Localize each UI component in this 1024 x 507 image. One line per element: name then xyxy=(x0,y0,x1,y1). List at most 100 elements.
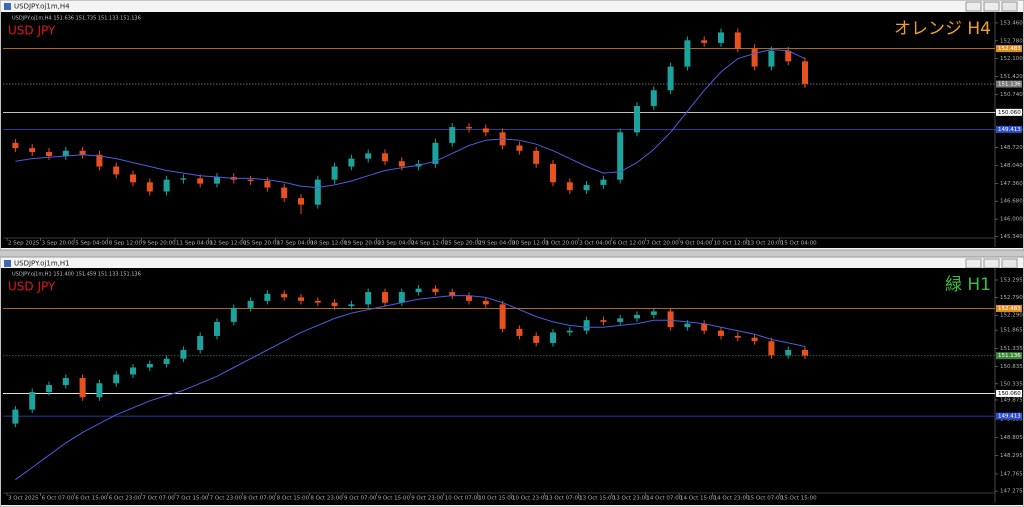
x-tick-label: 30 Sep 12:00 xyxy=(512,241,549,247)
candle-body xyxy=(768,50,775,67)
x-tick-label: 3 Oct 04:00 xyxy=(579,241,612,247)
price-level-box xyxy=(996,108,1022,116)
candle-body xyxy=(600,320,607,322)
candle-body xyxy=(785,349,792,356)
chart-window: USDJPY.oj1m,H1 153.295 152.790 152.290 151.8… xyxy=(0,256,1024,507)
price-level-label: 151.136 xyxy=(998,353,1021,359)
x-tick-label: 7 Oct 07:00 xyxy=(142,496,175,502)
candle-body xyxy=(415,288,422,293)
x-tick-label: 7 Oct 20:00 xyxy=(646,241,679,247)
candle-body xyxy=(365,292,372,305)
candle-body xyxy=(298,198,304,205)
candle-body xyxy=(398,292,405,303)
x-tick-label: 9 Oct 23:00 xyxy=(411,496,444,502)
chart-info: USDJPY.oj1m,H4 151.636 151.735 151.133 1… xyxy=(12,16,141,22)
candle-body xyxy=(180,349,187,359)
x-tick-label: 6 Oct 15:00 xyxy=(75,496,108,502)
candle-body xyxy=(348,304,355,307)
y-tick-label: 150.835 xyxy=(1000,364,1023,370)
window-button[interactable] xyxy=(965,258,982,269)
candle-body xyxy=(146,363,153,368)
x-tick-label: 2 Sep 2025 xyxy=(8,241,40,247)
x-tick-label: 9 Oct 04:00 xyxy=(680,241,713,247)
y-tick-label: 153.295 xyxy=(1000,277,1023,283)
window-icon xyxy=(4,3,11,10)
candle-body xyxy=(583,184,590,191)
candle-body xyxy=(214,321,220,336)
candle-body xyxy=(650,90,657,107)
x-tick-label: 9 Oct 07:00 xyxy=(344,496,377,502)
chart-window: USDJPY.oj1m,H4 153.460 152.780 152.100 151.4… xyxy=(0,0,1024,251)
y-tick-label: 148.040 xyxy=(1000,163,1023,169)
candle-body xyxy=(802,349,808,356)
y-tick-label: 152.100 xyxy=(1000,56,1023,62)
y-tick-label: 150.335 xyxy=(1000,381,1023,387)
symbol-label: USD JPY xyxy=(8,280,56,294)
window-button[interactable] xyxy=(1001,258,1018,269)
window-button[interactable] xyxy=(1001,1,1018,12)
x-tick-label: 17 Sep 04:00 xyxy=(277,241,314,247)
candle-body xyxy=(62,378,69,386)
y-tick-label: 149.875 xyxy=(1000,397,1023,403)
window-button[interactable] xyxy=(983,258,1000,269)
candle-body xyxy=(600,179,607,185)
y-tick-label: 153.460 xyxy=(1000,20,1023,26)
candle-body xyxy=(432,142,439,164)
candle-body xyxy=(12,409,19,424)
candle-body xyxy=(230,307,237,322)
y-tick-label: 145.340 xyxy=(1000,234,1023,240)
window-button[interactable] xyxy=(965,1,982,12)
candle-body xyxy=(516,328,523,336)
window-icon xyxy=(4,260,11,267)
y-tick-label: 152.780 xyxy=(1000,38,1023,44)
x-tick-label: 13 Oct 20:00 xyxy=(747,241,783,247)
candle-body xyxy=(29,392,36,410)
chart-info: USDJPY.oj1m,H1 151.400 151.459 151.133 1… xyxy=(12,272,141,278)
candle-body xyxy=(264,293,271,301)
candle-body xyxy=(197,178,204,184)
y-tick-label: 147.275 xyxy=(1000,489,1023,495)
y-tick-label: 147.360 xyxy=(1000,181,1023,187)
candle-body xyxy=(482,300,489,305)
price-level-label: 152.483 xyxy=(998,46,1021,52)
window-button[interactable] xyxy=(983,1,1000,12)
y-tick-label: 152.790 xyxy=(1000,295,1023,301)
chart-caption: オレンジ H4 xyxy=(894,19,991,39)
symbol-label: USD JPY xyxy=(8,24,56,38)
candle-body xyxy=(62,150,69,157)
x-tick-label: 10 Oct 23:00 xyxy=(512,496,548,502)
y-tick-label: 151.335 xyxy=(1000,346,1023,352)
x-tick-label: 9 Sep 20:00 xyxy=(142,241,176,247)
y-tick-label: 147.765 xyxy=(1000,471,1023,477)
x-tick-label: 13 Oct 23:00 xyxy=(613,496,649,502)
y-tick-label: 148.720 xyxy=(1000,145,1023,151)
x-tick-label: 8 Sep 12:00 xyxy=(109,241,143,247)
candle-body xyxy=(163,358,170,364)
price-level-label: 150.060 xyxy=(998,391,1021,397)
candle-body xyxy=(331,166,338,180)
x-tick-label: 7 Oct 15:00 xyxy=(176,496,209,502)
candle-body xyxy=(432,288,439,293)
price-level-box xyxy=(996,412,1022,420)
candle-body xyxy=(802,61,808,84)
candle-body xyxy=(281,293,288,298)
x-tick-label: 12 Sep 12:00 xyxy=(210,241,247,247)
chart-area xyxy=(1,12,1023,248)
candle-body xyxy=(785,50,792,62)
candle-body xyxy=(449,292,456,296)
candle-body xyxy=(734,335,741,338)
price-level-box xyxy=(996,352,1022,360)
candle-body xyxy=(533,150,540,164)
x-tick-label: 3 Sep 20:00 xyxy=(42,241,76,247)
x-tick-label: 14 Oct 15:00 xyxy=(680,496,716,502)
price-level-box xyxy=(996,125,1022,133)
candle-body xyxy=(466,295,472,301)
x-tick-label: 15 Oct 07:00 xyxy=(747,496,783,502)
candle-body xyxy=(482,128,489,133)
x-tick-label: 23 Sep 04:00 xyxy=(378,241,415,247)
price-level-box xyxy=(996,389,1022,397)
x-tick-label: 18 Sep 12:00 xyxy=(310,241,347,247)
x-tick-label: 15 Sep 20:00 xyxy=(243,241,280,247)
candle-body xyxy=(768,341,775,356)
